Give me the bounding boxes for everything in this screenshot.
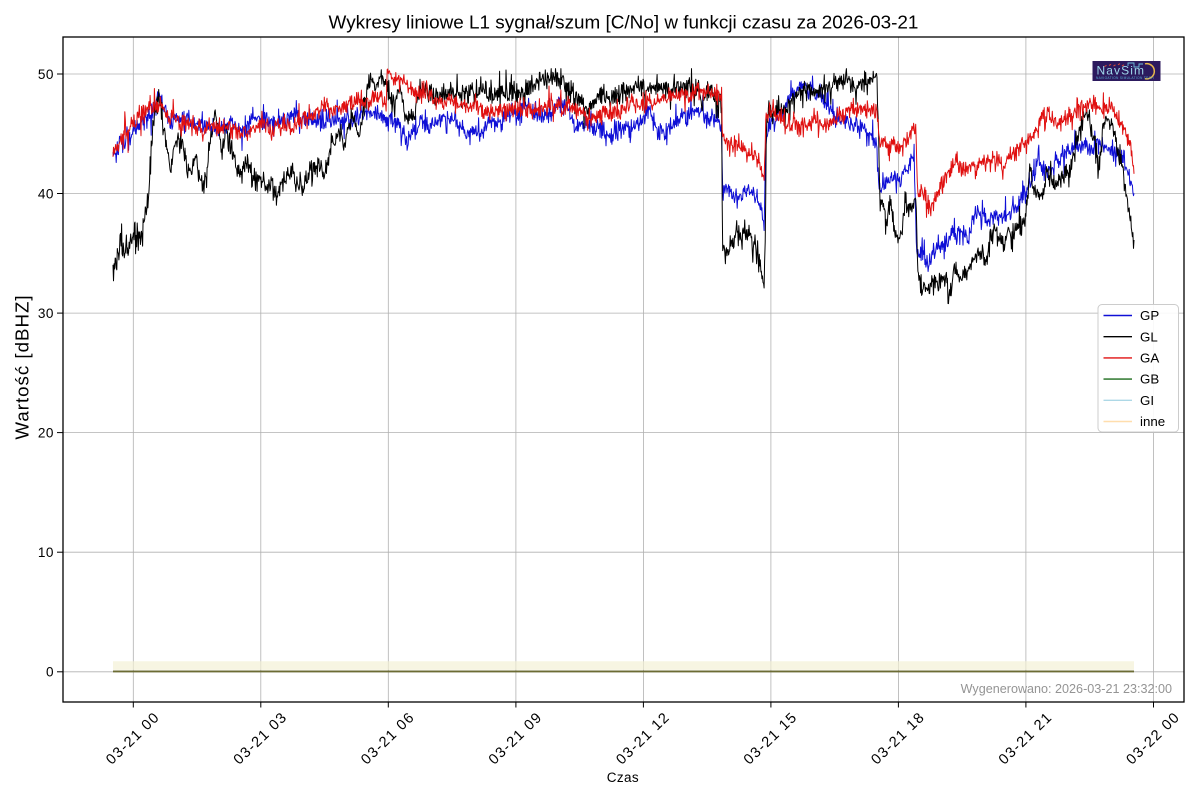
svg-text:50: 50 <box>38 67 54 82</box>
svg-text:40: 40 <box>38 186 54 201</box>
svg-text:NAVIGATION SIMULATION TECH: NAVIGATION SIMULATION TECH <box>1096 76 1154 80</box>
svg-text:Wygenerowano: 2026-03-21 23:32: Wygenerowano: 2026-03-21 23:32:00 <box>961 682 1172 696</box>
svg-text:Wykresy liniowe L1 sygnał/szum: Wykresy liniowe L1 sygnał/szum [C/No] w … <box>329 13 919 34</box>
svg-text:GI: GI <box>1140 393 1154 408</box>
svg-text:GB: GB <box>1140 372 1159 387</box>
svg-text:Wartość [dBHZ]: Wartość [dBHZ] <box>12 294 33 439</box>
svg-text:inne: inne <box>1140 414 1165 429</box>
svg-text:30: 30 <box>38 306 54 321</box>
svg-text:0: 0 <box>46 665 54 680</box>
svg-text:NavSim: NavSim <box>1097 64 1146 78</box>
svg-text:10: 10 <box>38 545 54 560</box>
svg-text:GP: GP <box>1140 308 1159 323</box>
svg-text:GL: GL <box>1140 329 1158 344</box>
svg-text:20: 20 <box>38 425 54 440</box>
svg-text:GA: GA <box>1140 351 1159 366</box>
svg-text:Czas: Czas <box>607 770 639 785</box>
